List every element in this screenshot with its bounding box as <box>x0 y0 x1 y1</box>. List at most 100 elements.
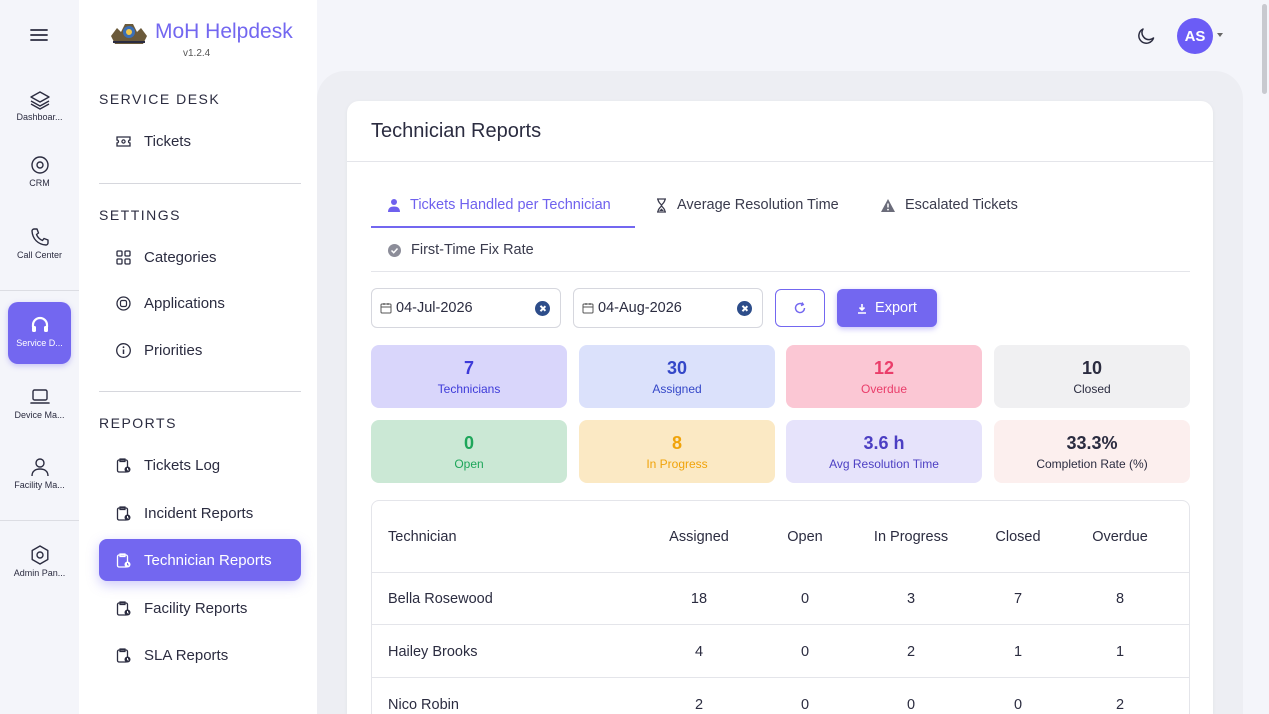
rail-divider <box>0 520 79 521</box>
refresh-button[interactable] <box>775 289 825 327</box>
sidebar: MoH Helpdesk v1.2.4 SERVICE DESK Tickets… <box>79 0 317 714</box>
table-cell: 4 <box>694 643 704 660</box>
export-label: Export <box>875 300 917 316</box>
table-cell: 8 <box>1115 590 1125 607</box>
stat-label: In Progress <box>646 457 708 471</box>
stat-value: 33.3% <box>1066 433 1118 453</box>
scrollbar-thumb[interactable] <box>1262 4 1267 94</box>
download-icon <box>858 303 867 314</box>
tab-first-time-fix-rate[interactable]: First-Time Fix Rate <box>387 238 534 262</box>
rail-label: CRM <box>29 178 50 188</box>
ticket-icon <box>116 135 131 147</box>
stat-value: 10 <box>1081 358 1103 378</box>
chevron-down-icon[interactable] <box>1217 33 1223 37</box>
rail-label: Admin Pan... <box>13 568 66 578</box>
table-row[interactable]: Hailey Brooks 4 0 2 1 1 <box>372 626 1189 678</box>
rail-item-admin-panel[interactable]: Admin Pan... <box>8 532 71 594</box>
nav-item-tickets-log[interactable]: Tickets Log <box>99 444 301 486</box>
nav-item-tickets[interactable]: Tickets <box>99 120 301 162</box>
grid-icon <box>116 249 131 265</box>
brand[interactable]: MoH Helpdesk v1.2.4 <box>107 18 293 59</box>
stat-value: 30 <box>666 358 688 378</box>
page-title: Technician Reports <box>371 120 542 142</box>
nav-item-applications[interactable]: Applications <box>99 282 301 324</box>
stat-card-closed: 10 Closed <box>994 345 1190 408</box>
calendar-icon <box>582 303 594 314</box>
nav-divider <box>99 183 301 184</box>
column-header-in-progress[interactable]: In Progress <box>873 528 949 545</box>
moh-logo-icon <box>111 24 147 44</box>
rail-item-facility-management[interactable]: Facility Ma... <box>8 444 71 506</box>
app-title: MoH Helpdesk <box>155 20 293 43</box>
user-avatar[interactable]: AS <box>1177 18 1213 54</box>
table-cell: 2 <box>694 696 704 713</box>
nav-divider <box>99 391 301 392</box>
page-scrollbar[interactable] <box>1261 0 1269 714</box>
nav-item-sla-reports[interactable]: SLA Reports <box>99 634 301 676</box>
calendar-icon <box>380 303 392 314</box>
menu-icon[interactable] <box>28 24 50 46</box>
table-cell: 3 <box>906 590 916 607</box>
start-date-input[interactable]: 04-Jul-2026 <box>371 288 561 328</box>
table-row[interactable]: Nico Robin 2 0 0 0 2 <box>372 679 1189 714</box>
info-icon <box>116 342 131 358</box>
stat-card-open: 0 Open <box>371 420 567 483</box>
rail-item-device-management[interactable]: Device Ma... <box>8 374 71 436</box>
rail-label: Call Center <box>16 250 63 260</box>
clear-start-date-icon[interactable] <box>535 301 550 316</box>
table-cell: 2 <box>1115 696 1125 713</box>
tab-escalated-tickets[interactable]: Escalated Tickets <box>880 193 1018 217</box>
stat-label: Completion Rate (%) <box>1036 457 1148 471</box>
rail-label: Dashboar... <box>16 112 63 122</box>
hourglass-icon <box>657 197 666 213</box>
table-row[interactable]: Bella Rosewood 18 0 3 7 8 <box>372 573 1189 625</box>
table-cell: 0 <box>800 643 810 660</box>
nav-label: Applications <box>144 294 225 312</box>
table-cell: 0 <box>1013 696 1023 713</box>
nav-label: Technician Reports <box>144 551 272 569</box>
export-button[interactable]: Export <box>837 289 937 327</box>
stat-label: Technicians <box>437 382 501 396</box>
laptop-icon <box>29 389 50 404</box>
technician-table: Technician Assigned Open In Progress Clo… <box>371 500 1190 714</box>
column-header-closed[interactable]: Closed <box>995 528 1041 545</box>
table-header: Technician Assigned Open In Progress Clo… <box>372 501 1189 573</box>
table-cell: 1 <box>1013 643 1023 660</box>
column-header-technician[interactable]: Technician <box>388 528 457 545</box>
stat-card-avg-resolution-time: 3.6 h Avg Resolution Time <box>786 420 982 483</box>
dark-mode-toggle-icon[interactable] <box>1135 25 1157 47</box>
stat-value: 7 <box>463 358 474 378</box>
nav-label: Priorities <box>144 341 203 359</box>
technician-name-cell: Hailey Brooks <box>388 643 478 660</box>
rail-item-service-desk[interactable]: Service D... <box>8 302 71 364</box>
nav-item-incident-reports[interactable]: Incident Reports <box>99 492 301 534</box>
column-header-assigned[interactable]: Assigned <box>669 528 729 545</box>
stat-label: Avg Resolution Time <box>829 457 939 471</box>
app-version: v1.2.4 <box>183 48 211 59</box>
report-icon <box>116 505 131 521</box>
report-icon <box>116 647 131 663</box>
stat-card-completion-rate: 33.3% Completion Rate (%) <box>994 420 1190 483</box>
table-cell: 7 <box>1013 590 1023 607</box>
rail-item-call-center[interactable]: Call Center <box>8 214 71 276</box>
headset-icon <box>31 316 48 332</box>
active-tab-indicator <box>371 226 635 228</box>
tab-average-resolution-time[interactable]: Average Resolution Time <box>655 193 839 217</box>
rail-item-crm[interactable]: CRM <box>8 142 71 204</box>
table-cell: 0 <box>906 696 916 713</box>
column-header-overdue[interactable]: Overdue <box>1092 528 1148 545</box>
nav-item-categories[interactable]: Categories <box>99 236 301 278</box>
app-icon <box>116 295 131 311</box>
nav-item-technician-reports[interactable]: Technician Reports <box>99 539 301 581</box>
tab-label: Escalated Tickets <box>905 197 1018 213</box>
column-header-open[interactable]: Open <box>787 528 823 545</box>
end-date-input[interactable]: 04-Aug-2026 <box>573 288 763 328</box>
user-icon <box>30 458 49 477</box>
rail-item-dashboard[interactable]: Dashboar... <box>8 78 71 140</box>
rail-label: Service D... <box>16 338 63 348</box>
nav-item-facility-reports[interactable]: Facility Reports <box>99 587 301 629</box>
tab-tickets-handled[interactable]: Tickets Handled per Technician <box>387 193 611 217</box>
stat-value: 0 <box>463 433 474 453</box>
clear-end-date-icon[interactable] <box>737 301 752 316</box>
nav-item-priorities[interactable]: Priorities <box>99 329 301 371</box>
